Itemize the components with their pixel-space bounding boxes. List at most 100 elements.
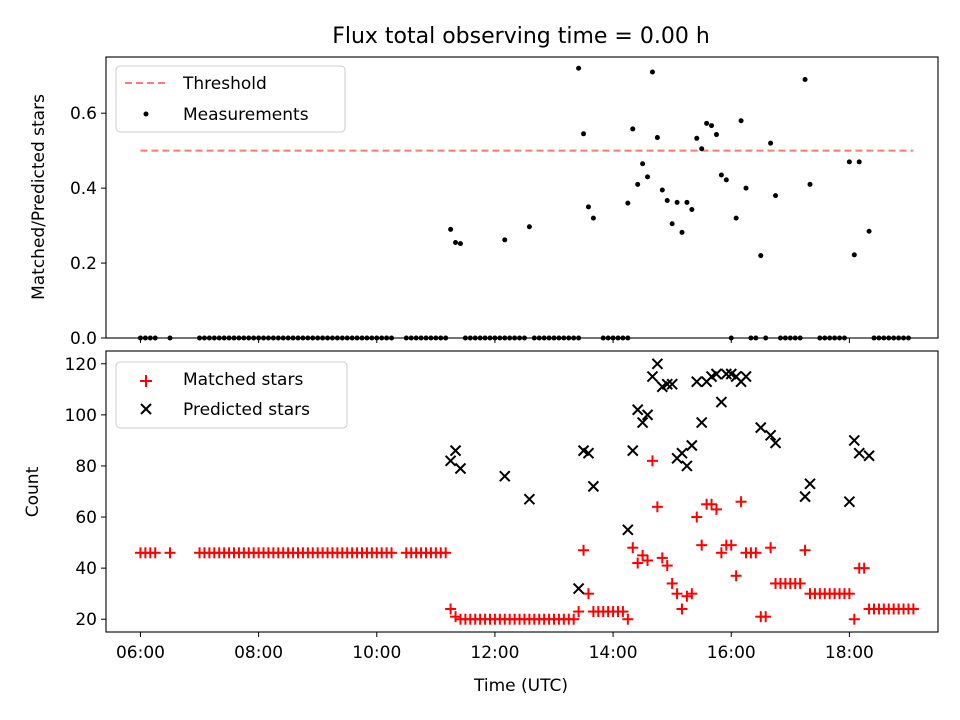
matched-star-point: [661, 560, 673, 572]
measurement-point: [723, 177, 729, 183]
ratio-y-axis-label: Matched/Predicted stars: [29, 94, 49, 300]
matched-star-point: [646, 455, 658, 467]
measurement-point: [738, 118, 744, 124]
matched-star-point: [651, 501, 663, 513]
matched-star-point: [799, 544, 811, 556]
predicted-star-point: [454, 462, 467, 475]
ratio-y-tick-label: 0.6: [70, 104, 97, 124]
matched-star-point: [666, 577, 678, 589]
measurement-point: [704, 120, 710, 126]
matched-star-point: [760, 611, 772, 623]
matched-star-point: [843, 588, 855, 600]
measurement-point: [802, 76, 808, 82]
matched-star-point: [735, 496, 747, 508]
count-legend-box: [115, 361, 348, 429]
ratio-y-tick-label: 0.0: [70, 329, 97, 349]
predicted-star-point: [681, 460, 693, 472]
measurement-point: [576, 65, 582, 71]
matched-star-point: [765, 542, 777, 554]
predicted-star-point: [666, 378, 678, 390]
legend-matched-label: Matched stars: [183, 370, 303, 390]
measurement-point: [590, 215, 596, 221]
count-y-tick-label: 20: [75, 610, 97, 630]
measurement-point: [674, 199, 680, 205]
x-tick-label: 06:00: [116, 643, 165, 663]
predicted-star-point: [523, 493, 536, 505]
count-marks: [134, 358, 919, 625]
count-x-ticks: 06:00 08:00 10:00 12:00 14:00 16:00 18:00: [116, 632, 874, 663]
matched-star-point: [907, 603, 919, 615]
predicted-star-point: [848, 434, 861, 447]
measurement-point: [635, 181, 641, 187]
matched-star-point: [848, 613, 860, 625]
matched-star-point: [671, 588, 683, 600]
ratio-y-tick-label: 0.4: [70, 179, 97, 199]
legend-measurements-label: Measurements: [183, 105, 309, 125]
predicted-star-point: [715, 396, 728, 408]
x-tick-label: 08:00: [234, 643, 283, 663]
measurement-point: [457, 241, 463, 247]
matched-star-point: [568, 613, 580, 625]
measurement-point: [699, 146, 705, 152]
measurement-point: [448, 226, 454, 232]
count-y-axis-label: Count: [23, 466, 43, 517]
matched-star-point: [706, 498, 718, 510]
matched-star-point: [637, 549, 649, 561]
predicted-star-point: [636, 416, 649, 429]
matched-star-point: [656, 552, 668, 564]
measurement-point: [640, 161, 646, 167]
predicted-star-point: [444, 455, 457, 467]
measurement-point: [649, 69, 655, 75]
matched-star-point: [632, 557, 644, 569]
matched-star-point: [686, 588, 698, 600]
predicted-star-point: [769, 437, 782, 449]
predicted-star-point: [740, 370, 752, 383]
predicted-star-point: [804, 478, 816, 490]
matched-star-point: [450, 611, 462, 623]
predicted-star-point: [863, 450, 875, 462]
matched-star-point: [440, 547, 452, 559]
measurement-point: [773, 193, 779, 199]
matched-star-point: [573, 606, 585, 618]
measurement-point: [502, 237, 508, 243]
matched-star-point: [794, 577, 806, 589]
ratio-legend-box: [115, 65, 346, 133]
measurement-point: [630, 126, 636, 132]
measurement-point: [846, 159, 852, 165]
measurement-point: [654, 135, 660, 141]
ratio-plot-area: 0.0 0.2 0.4 0.6: [70, 56, 939, 349]
matched-star-point: [710, 503, 722, 515]
ratio-legend: Threshold Measurements: [115, 65, 346, 133]
count-axes-frame: [105, 350, 939, 633]
ratio-axes-frame: [105, 56, 939, 339]
matched-star-point: [642, 554, 654, 566]
matched-star-point: [386, 547, 398, 559]
legend-measurements-swatch: [143, 111, 149, 117]
measurement-point: [645, 174, 651, 180]
measurement-point: [526, 224, 532, 230]
count-y-tick-label: 80: [75, 457, 97, 477]
measurement-point: [659, 187, 665, 193]
measurement-point: [669, 221, 675, 227]
measurement-point: [709, 123, 715, 129]
matched-star-point: [582, 588, 594, 600]
x-tick-label: 14:00: [589, 643, 638, 663]
matched-star-point: [730, 570, 742, 582]
count-y-tick-label: 40: [75, 559, 97, 579]
matched-star-point: [858, 562, 870, 574]
predicted-star-point: [686, 439, 698, 452]
matched-star-point: [617, 606, 629, 618]
predicted-star-point: [710, 368, 723, 380]
measurement-point: [768, 140, 774, 146]
ratio-panel: Flux total observing time = 0.00 h 0.00.…: [29, 24, 939, 349]
measurement-point: [713, 132, 719, 138]
count-y-ticks: 20 40 60 80 100 120: [65, 355, 106, 630]
predicted-star-point: [627, 444, 639, 457]
measurement-point: [684, 199, 690, 205]
x-tick-label: 12:00: [470, 643, 519, 663]
matched-star-point: [696, 539, 708, 551]
x-tick-label: 18:00: [825, 643, 874, 663]
x-tick-label: 16:00: [707, 643, 756, 663]
matched-star-point: [149, 547, 161, 559]
